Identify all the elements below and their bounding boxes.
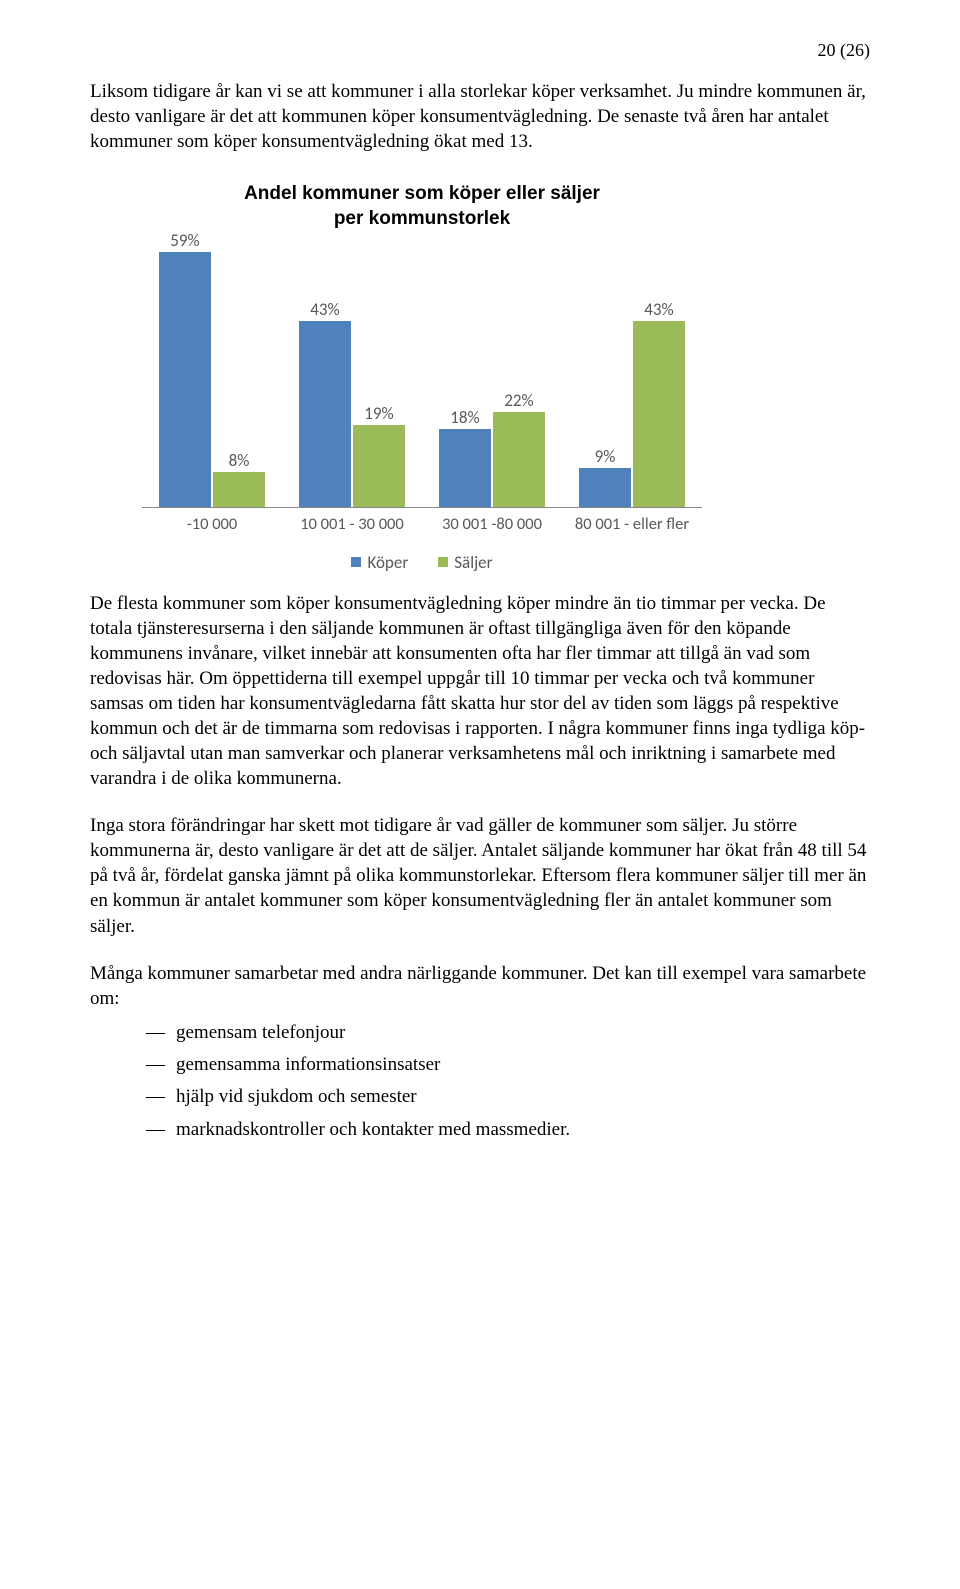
chart-title-line2: per kommunstorlek: [334, 208, 510, 229]
chart-bar-label: 19%: [364, 403, 393, 424]
legend-item-koper: Köper: [351, 552, 408, 573]
chart-group: 43%19%: [282, 248, 422, 507]
list-item: gemensamma informationsinsatser: [146, 1049, 870, 1081]
chart-group: 18%22%: [422, 248, 562, 507]
chart-bar-koper: 9%: [579, 468, 631, 507]
chart-bar-koper: 43%: [299, 321, 351, 507]
body-text: De flesta kommuner som köper konsumentvä…: [90, 591, 870, 1011]
chart-title-line1: Andel kommuner som köper eller säljer: [244, 183, 600, 204]
page-number: 20 (26): [90, 40, 870, 61]
list-item: gemensam telefonjour: [146, 1017, 870, 1049]
legend-label-a: Köper: [367, 552, 408, 573]
legend-swatch-icon: [438, 557, 448, 567]
body-text: Liksom tidigare år kan vi se att kommune…: [90, 79, 870, 154]
chart-x-label: 80 001 - eller fler: [562, 514, 702, 534]
document-page: 20 (26) Liksom tidigare år kan vi se att…: [0, 0, 960, 1186]
bullet-list: gemensam telefonjourgemensamma informati…: [90, 1017, 870, 1146]
chart-bar-saljer: 43%: [633, 321, 685, 507]
chart-x-label: 30 001 -80 000: [422, 514, 562, 534]
paragraph-1: Liksom tidigare år kan vi se att kommune…: [90, 79, 870, 154]
chart-container: Andel kommuner som köper eller säljer pe…: [90, 182, 870, 572]
chart-bar-koper: 18%: [439, 429, 491, 507]
chart-group: 59%8%: [142, 248, 282, 507]
chart-bar-saljer: 8%: [213, 472, 265, 507]
chart-x-label: -10 000: [142, 514, 282, 534]
legend-item-saljer: Säljer: [438, 552, 492, 573]
chart-bar-label: 43%: [310, 299, 339, 320]
chart-bar-label: 9%: [595, 446, 616, 467]
chart-title: Andel kommuner som köper eller säljer pe…: [142, 182, 702, 231]
chart-legend: Köper Säljer: [142, 552, 702, 573]
list-item: marknadskontroller och kontakter med mas…: [146, 1114, 870, 1146]
chart-bar-label: 43%: [644, 299, 673, 320]
legend-swatch-icon: [351, 557, 361, 567]
paragraph-4: Många kommuner samarbetar med andra närl…: [90, 961, 870, 1011]
chart-plot: 59%8%43%19%18%22%9%43%: [142, 248, 702, 508]
paragraph-2: De flesta kommuner som köper konsumentvä…: [90, 591, 870, 792]
chart-x-axis: -10 00010 001 - 30 00030 001 -80 00080 0…: [142, 514, 702, 534]
paragraph-3: Inga stora förändringar har skett mot ti…: [90, 813, 870, 938]
chart-bar-saljer: 22%: [493, 412, 545, 507]
list-item: hjälp vid sjukdom och semester: [146, 1081, 870, 1113]
chart-x-label: 10 001 - 30 000: [282, 514, 422, 534]
chart-bar-label: 8%: [229, 450, 250, 471]
chart-bar-label: 59%: [170, 230, 199, 251]
legend-label-b: Säljer: [454, 552, 492, 573]
chart-bar-koper: 59%: [159, 252, 211, 507]
chart-bar-label: 22%: [504, 390, 533, 411]
chart-bar-saljer: 19%: [353, 425, 405, 507]
chart-bar-label: 18%: [450, 407, 479, 428]
chart-group: 9%43%: [562, 248, 702, 507]
